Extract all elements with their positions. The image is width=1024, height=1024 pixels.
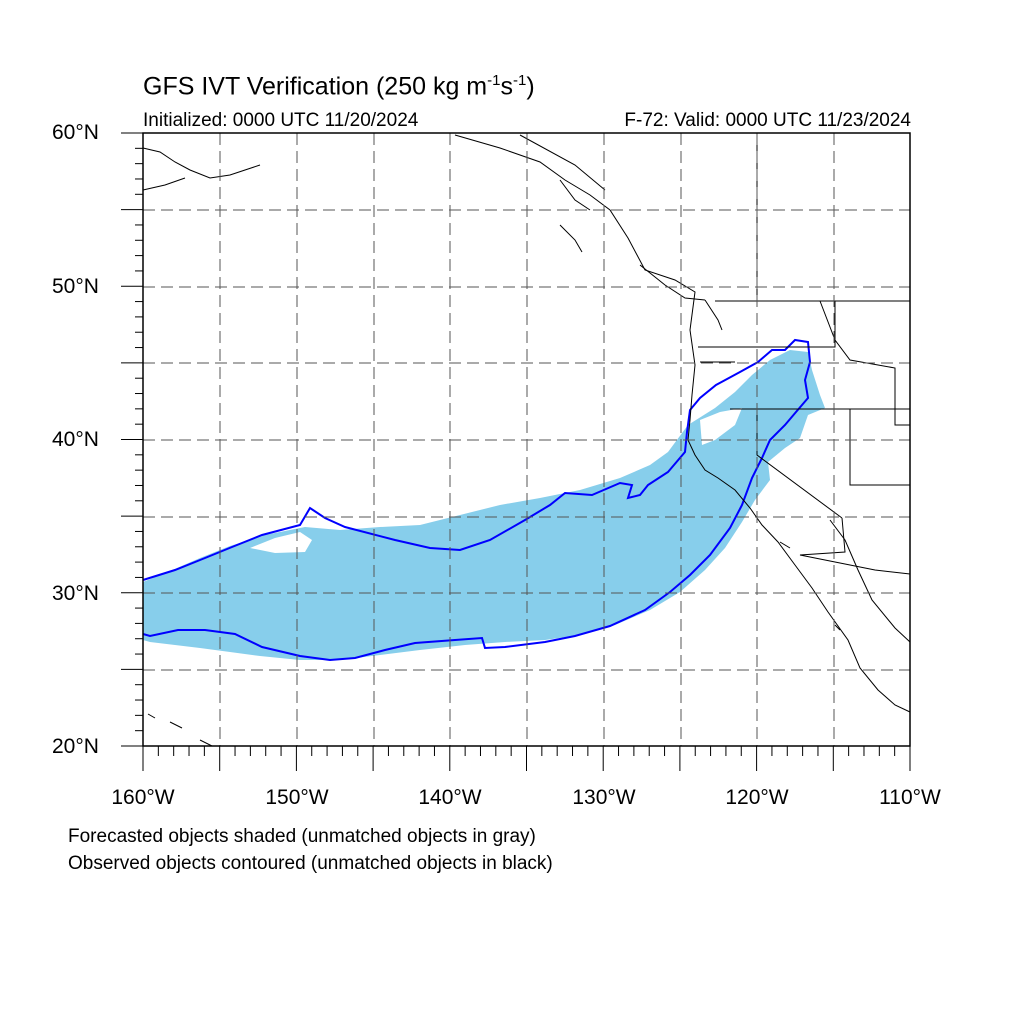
graticule — [143, 133, 910, 746]
lon-label: 130°W — [572, 786, 636, 809]
init-time-label: Initialized: 0000 UTC 11/20/2024 — [143, 110, 419, 131]
observed-note: Observed objects contoured (unmatched ob… — [68, 853, 553, 874]
lon-label: 120°W — [725, 786, 789, 809]
lat-label: 50°N — [52, 275, 99, 298]
forecast-note: Forecasted objects shaded (unmatched obj… — [68, 826, 536, 847]
map-title: GFS IVT Verification (250 kg m-1s-1) — [143, 72, 535, 101]
lat-label: 40°N — [52, 428, 99, 451]
forecast-gap — [700, 408, 742, 445]
axis-ticks — [121, 132, 911, 771]
lat-label: 20°N — [52, 735, 99, 758]
lon-label: 140°W — [418, 786, 482, 809]
coastlines — [142, 134, 911, 747]
lon-label: 110°W — [879, 786, 941, 809]
lon-label: 150°W — [265, 786, 329, 809]
forecast-object — [143, 350, 825, 660]
lon-label: 160°W — [111, 786, 175, 809]
lat-label: 60°N — [52, 121, 99, 144]
lat-label: 30°N — [52, 582, 99, 605]
valid-time-label: F-72: Valid: 0000 UTC 11/23/2024 — [624, 110, 911, 131]
observed-contour — [142, 338, 812, 662]
